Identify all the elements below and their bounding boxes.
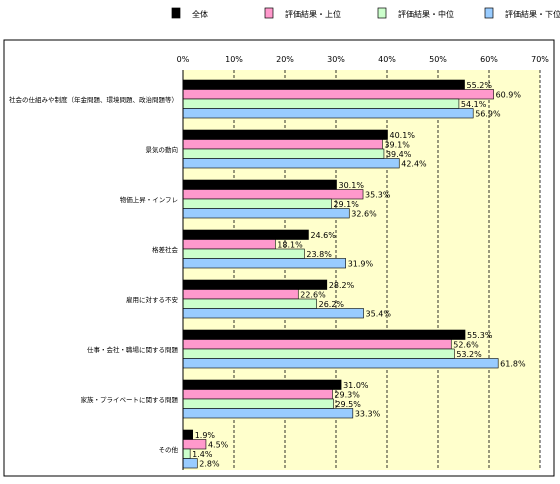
bar bbox=[182, 139, 383, 150]
bar bbox=[182, 98, 460, 109]
x-tick-label: 10% bbox=[225, 55, 243, 64]
data-label: 2.8% bbox=[199, 460, 220, 469]
x-tick-label: 60% bbox=[480, 55, 498, 64]
data-label: 31.9% bbox=[348, 260, 374, 269]
legend-swatch bbox=[484, 7, 494, 19]
legend-label: 評価結果・下位 bbox=[505, 9, 560, 19]
data-label: 56.9% bbox=[475, 110, 501, 119]
x-axis-ticks: 0% 10% 20% 30% 40% 50% 60% 70% bbox=[177, 55, 550, 64]
bar bbox=[182, 308, 364, 319]
x-tick-label: 50% bbox=[429, 55, 447, 64]
bar bbox=[182, 198, 332, 209]
bar bbox=[182, 89, 494, 100]
data-label: 61.8% bbox=[500, 360, 526, 369]
data-label: 24.6% bbox=[310, 231, 336, 240]
data-label: 42.4% bbox=[401, 160, 427, 169]
data-label: 1.4% bbox=[192, 450, 213, 459]
bar bbox=[182, 348, 455, 359]
data-label: 39.4% bbox=[386, 150, 412, 159]
x-tick-label: 20% bbox=[276, 55, 294, 64]
data-label: 29.1% bbox=[333, 200, 359, 209]
data-label: 32.6% bbox=[351, 210, 377, 219]
data-label: 4.5% bbox=[208, 441, 229, 450]
bar bbox=[182, 258, 346, 269]
category-labels: 社会の仕組みや制度（年金問題、環境問題、政治問題等） 景気の動向物価上昇・インフレ… bbox=[9, 95, 179, 454]
bar bbox=[182, 229, 309, 240]
data-label: 30.1% bbox=[339, 181, 365, 190]
bars: 55.2%60.9% 54.1%56.9% 40.1%39.1%39.4%42.4%… bbox=[182, 79, 526, 469]
category-label: 家族・プライベートに関する問題 bbox=[81, 395, 179, 404]
bar bbox=[182, 108, 474, 119]
legend-label: 評価結果・上位 bbox=[285, 9, 341, 19]
legend-label: 評価結果・中位 bbox=[398, 9, 454, 19]
bar bbox=[182, 408, 354, 419]
data-label: 28.2% bbox=[329, 281, 355, 290]
category-label: 格差社会 bbox=[152, 245, 179, 254]
data-label: 35.3% bbox=[365, 191, 391, 200]
data-label: 31.0% bbox=[343, 381, 369, 390]
legend-label: 全体 bbox=[192, 9, 208, 19]
data-label: 60.9% bbox=[496, 91, 522, 100]
data-label: 29.3% bbox=[334, 391, 360, 400]
category-label: その他 bbox=[159, 445, 179, 454]
legend-swatch bbox=[171, 7, 181, 19]
data-label: 35.4% bbox=[366, 310, 392, 319]
x-tick-label: 70% bbox=[531, 55, 549, 64]
bar bbox=[182, 148, 385, 159]
bar bbox=[182, 439, 207, 450]
x-tick-label: 30% bbox=[327, 55, 345, 64]
bar bbox=[182, 179, 337, 190]
data-label: 55.3% bbox=[467, 331, 493, 340]
bar bbox=[182, 239, 276, 250]
data-label: 26.2% bbox=[319, 300, 345, 309]
data-label: 55.2% bbox=[467, 81, 493, 90]
bar bbox=[182, 248, 305, 259]
bar bbox=[182, 129, 388, 140]
data-label: 1.9% bbox=[195, 431, 216, 440]
bar bbox=[182, 279, 328, 290]
bar bbox=[182, 289, 299, 300]
bar bbox=[182, 379, 342, 390]
bar bbox=[182, 189, 364, 200]
data-label: 23.8% bbox=[306, 250, 332, 259]
data-label: 39.1% bbox=[384, 141, 410, 150]
data-label: 53.2% bbox=[456, 350, 482, 359]
legend: 全体 評価結果・上位 評価結果・中位 評価結果・下位 bbox=[171, 7, 560, 19]
bar bbox=[182, 458, 198, 469]
data-label: 40.1% bbox=[390, 131, 416, 140]
legend-swatch bbox=[377, 7, 387, 19]
bar bbox=[182, 389, 333, 400]
bar bbox=[182, 339, 452, 350]
category-label: 景気の動向 bbox=[146, 145, 179, 154]
category-label: 雇用に対する不安 bbox=[126, 295, 179, 304]
data-label: 29.5% bbox=[335, 400, 361, 409]
x-tick-label: 0% bbox=[177, 55, 190, 64]
bar bbox=[182, 158, 400, 169]
category-label: 社会の仕組みや制度（年金問題、環境問題、政治問題等） bbox=[9, 95, 178, 104]
category-label: 仕事・会社・職場に関する問題 bbox=[87, 345, 179, 354]
bar bbox=[182, 429, 193, 440]
bar bbox=[182, 448, 191, 459]
bar bbox=[182, 358, 499, 369]
bar bbox=[182, 79, 465, 90]
bar bbox=[182, 329, 466, 340]
data-label: 52.6% bbox=[453, 341, 479, 350]
x-tick-label: 40% bbox=[378, 55, 396, 64]
bar bbox=[182, 298, 317, 309]
data-label: 33.3% bbox=[355, 410, 381, 419]
legend-swatch bbox=[264, 7, 274, 19]
bar bbox=[182, 398, 334, 409]
category-label: 物価上昇・インフレ bbox=[120, 195, 178, 204]
data-label: 18.1% bbox=[277, 241, 303, 250]
data-label: 54.1% bbox=[461, 100, 487, 109]
data-label: 22.6% bbox=[300, 291, 326, 300]
bar bbox=[182, 208, 350, 219]
